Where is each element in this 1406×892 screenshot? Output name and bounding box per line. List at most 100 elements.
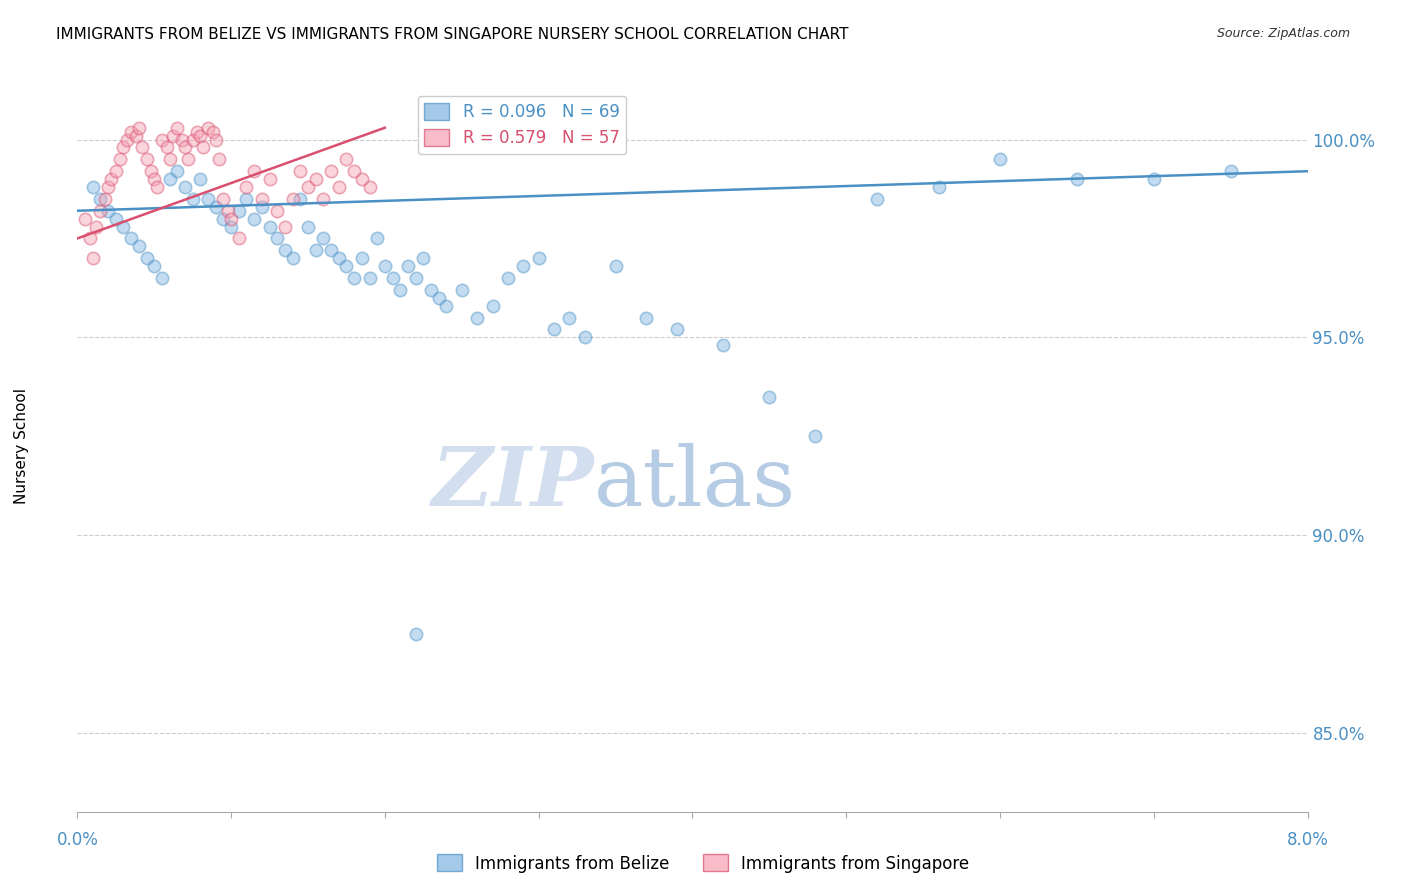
- Point: [155, 140, 177, 154]
- Point: [350, 251, 373, 265]
- Point: [125, 128, 148, 143]
- Text: Source: ZipAtlas.com: Source: ZipAtlas.com: [1216, 27, 1350, 40]
- Text: atlas: atlas: [595, 442, 796, 523]
- Point: [212, 211, 235, 226]
- Point: [128, 239, 150, 253]
- Point: [297, 219, 319, 234]
- Point: [243, 211, 266, 226]
- Legend: R = 0.096   N = 69, R = 0.579   N = 57: R = 0.096 N = 69, R = 0.579 N = 57: [418, 96, 626, 154]
- Point: [343, 164, 366, 178]
- Point: [143, 259, 166, 273]
- Point: [988, 153, 1011, 167]
- Point: [243, 164, 266, 178]
- Point: [89, 203, 111, 218]
- Point: [312, 192, 335, 206]
- Point: [166, 120, 188, 135]
- Point: [305, 172, 328, 186]
- Point: [359, 180, 381, 194]
- Point: [115, 132, 138, 146]
- Point: [328, 251, 350, 265]
- Point: [481, 299, 503, 313]
- Point: [574, 330, 596, 344]
- Point: [250, 200, 273, 214]
- Point: [212, 192, 235, 206]
- Point: [135, 251, 157, 265]
- Point: [120, 125, 142, 139]
- Point: [496, 271, 519, 285]
- Point: [319, 244, 342, 258]
- Point: [328, 180, 350, 194]
- Point: [190, 128, 212, 143]
- Point: [436, 299, 458, 313]
- Point: [97, 180, 120, 194]
- Point: [235, 192, 257, 206]
- Point: [128, 120, 150, 135]
- Point: [305, 244, 328, 258]
- Legend: Immigrants from Belize, Immigrants from Singapore: Immigrants from Belize, Immigrants from …: [430, 847, 976, 880]
- Point: [359, 271, 381, 285]
- Point: [181, 132, 204, 146]
- Point: [335, 153, 357, 167]
- Point: [711, 338, 734, 352]
- Point: [193, 140, 215, 154]
- Point: [374, 259, 396, 273]
- Point: [1066, 172, 1088, 186]
- Point: [219, 211, 242, 226]
- Point: [512, 259, 534, 273]
- Point: [381, 271, 404, 285]
- Point: [177, 153, 200, 167]
- Point: [79, 231, 101, 245]
- Point: [558, 310, 581, 325]
- Point: [204, 132, 226, 146]
- Point: [1219, 164, 1241, 178]
- Point: [405, 627, 427, 641]
- Point: [396, 259, 419, 273]
- Point: [290, 192, 312, 206]
- Point: [420, 283, 443, 297]
- Point: [281, 192, 304, 206]
- Point: [97, 203, 120, 218]
- Point: [112, 219, 135, 234]
- Point: [527, 251, 550, 265]
- Point: [201, 125, 224, 139]
- Point: [131, 140, 153, 154]
- Point: [427, 291, 450, 305]
- Point: [174, 180, 197, 194]
- Point: [666, 322, 689, 336]
- Point: [266, 203, 288, 218]
- Point: [204, 200, 226, 214]
- Point: [928, 180, 950, 194]
- Point: [82, 251, 104, 265]
- Point: [274, 244, 297, 258]
- Point: [450, 283, 472, 297]
- Point: [350, 172, 373, 186]
- Point: [297, 180, 319, 194]
- Point: [343, 271, 366, 285]
- Text: ZIP: ZIP: [432, 442, 595, 523]
- Point: [112, 140, 135, 154]
- Point: [758, 390, 780, 404]
- Point: [104, 211, 127, 226]
- Point: [412, 251, 434, 265]
- Point: [259, 172, 281, 186]
- Point: [135, 153, 157, 167]
- Point: [110, 153, 132, 167]
- Point: [274, 219, 297, 234]
- Point: [120, 231, 142, 245]
- Point: [636, 310, 658, 325]
- Point: [84, 219, 107, 234]
- Point: [159, 172, 181, 186]
- Point: [290, 164, 312, 178]
- Point: [150, 132, 173, 146]
- Point: [804, 429, 827, 443]
- Point: [250, 192, 273, 206]
- Point: [543, 322, 565, 336]
- Text: Nursery School: Nursery School: [14, 388, 28, 504]
- Point: [141, 164, 163, 178]
- Point: [228, 231, 250, 245]
- Text: IMMIGRANTS FROM BELIZE VS IMMIGRANTS FROM SINGAPORE NURSERY SCHOOL CORRELATION C: IMMIGRANTS FROM BELIZE VS IMMIGRANTS FRO…: [56, 27, 849, 42]
- Point: [170, 132, 193, 146]
- Point: [186, 125, 208, 139]
- Point: [465, 310, 488, 325]
- Point: [319, 164, 342, 178]
